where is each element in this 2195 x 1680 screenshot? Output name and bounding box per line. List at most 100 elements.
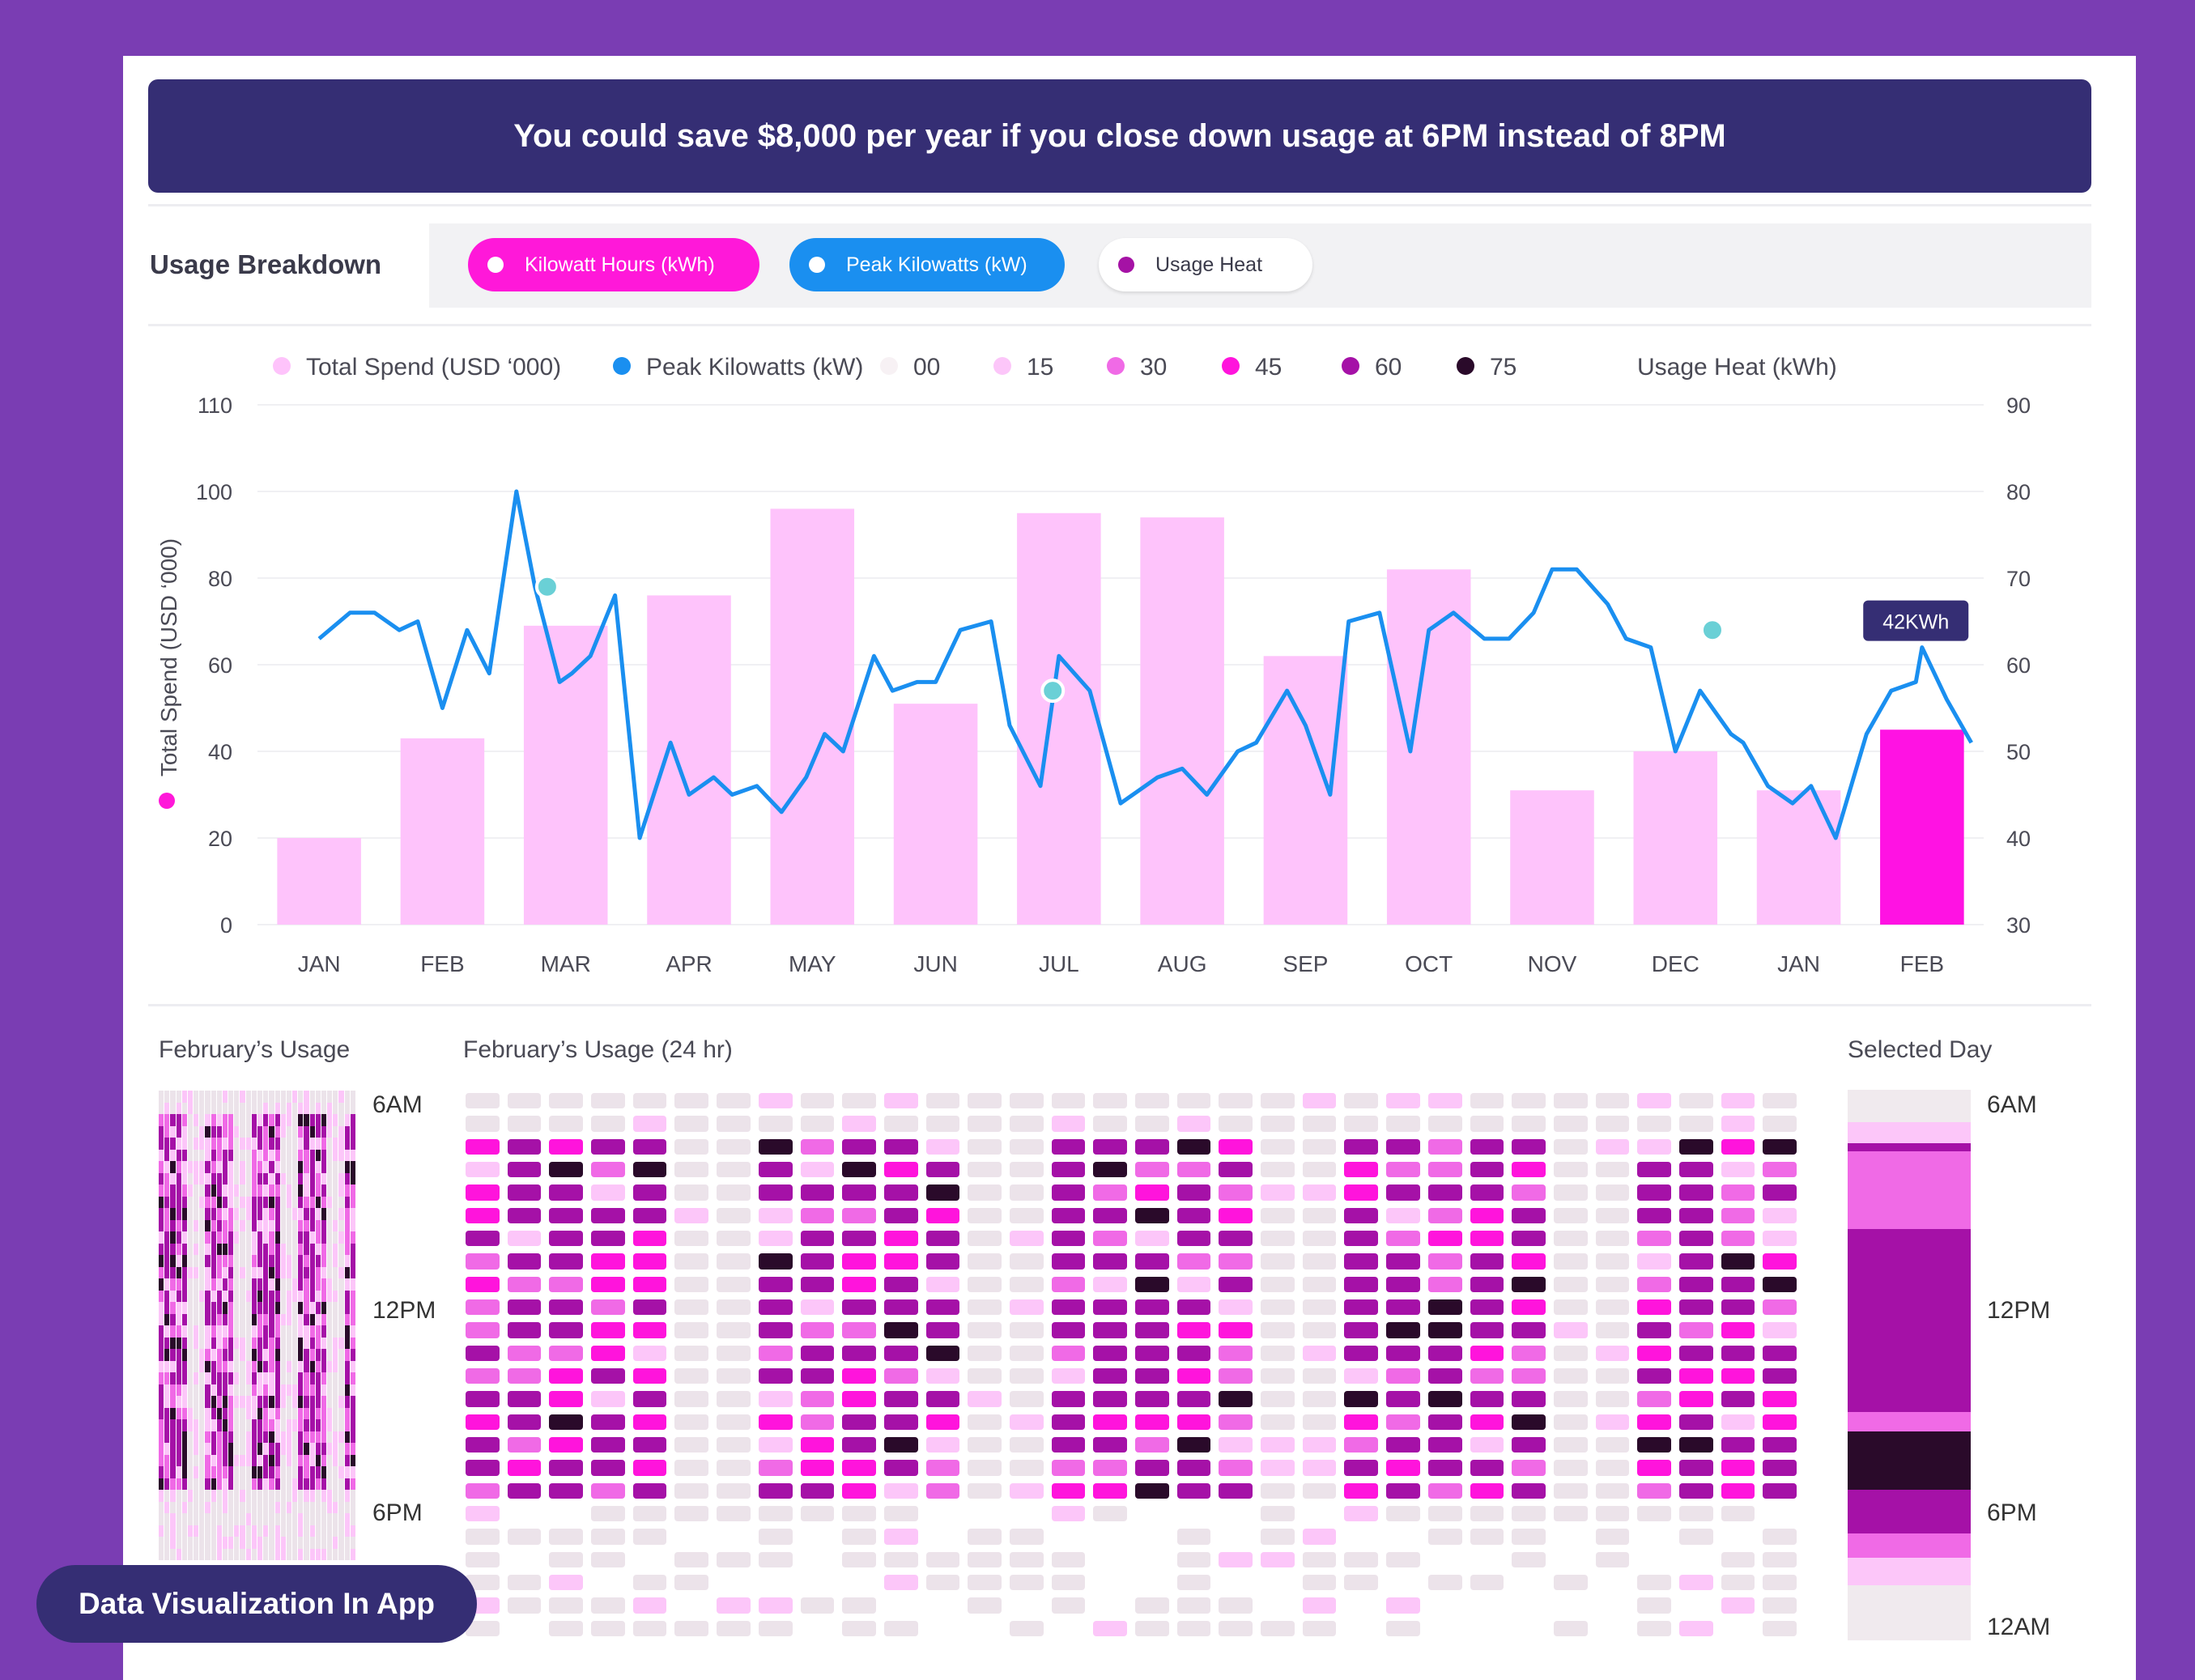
heat-cell[interactable]	[1051, 1231, 1086, 1247]
heat-cell[interactable]	[549, 1138, 584, 1155]
heat-cell[interactable]	[758, 1620, 793, 1636]
heat-cell[interactable]	[1051, 1276, 1086, 1292]
heat-cell[interactable]	[1344, 1437, 1379, 1453]
heat-cell[interactable]	[1427, 1506, 1462, 1522]
heat-cell[interactable]	[1637, 1391, 1671, 1407]
heat-cell[interactable]	[1512, 1322, 1546, 1338]
heat-cell[interactable]	[591, 1093, 625, 1109]
heat-cell[interactable]	[1637, 1460, 1671, 1476]
heat-cell[interactable]	[842, 1116, 876, 1132]
heat-cell[interactable]	[1135, 1322, 1169, 1338]
heat-cell[interactable]	[1176, 1620, 1211, 1636]
heat-cell[interactable]	[1261, 1529, 1295, 1545]
heat-cell[interactable]	[1512, 1185, 1546, 1201]
heat-cell[interactable]	[591, 1253, 625, 1270]
heat-cell[interactable]	[1637, 1185, 1671, 1201]
heat-cell[interactable]	[674, 1093, 709, 1109]
heat-cell[interactable]	[1051, 1162, 1086, 1178]
heat-cell[interactable]	[968, 1322, 1002, 1338]
heat-cell[interactable]	[1093, 1506, 1127, 1522]
heat-cell[interactable]	[1595, 1116, 1630, 1132]
heat-cell[interactable]	[1009, 1620, 1044, 1636]
heat-cell[interactable]	[632, 1620, 667, 1636]
heat-cell[interactable]	[1595, 1322, 1630, 1338]
heat-cell[interactable]	[1470, 1231, 1504, 1247]
heat-cell[interactable]	[1678, 1345, 1713, 1361]
heat-cell[interactable]	[1427, 1345, 1462, 1361]
heat-cell[interactable]	[1219, 1391, 1253, 1407]
heat-cell[interactable]	[591, 1276, 625, 1292]
heat-cell[interactable]	[1512, 1116, 1546, 1132]
heat-cell[interactable]	[1135, 1185, 1169, 1201]
heat-cell[interactable]	[842, 1299, 876, 1316]
heat-cell[interactable]	[1763, 1620, 1797, 1636]
heat-cell[interactable]	[925, 1162, 960, 1178]
heat-cell[interactable]	[632, 1391, 667, 1407]
heat-cell[interactable]	[1302, 1322, 1337, 1338]
heat-cell[interactable]	[1512, 1345, 1546, 1361]
heat-cell[interactable]	[1176, 1162, 1211, 1178]
heat-cell[interactable]	[1512, 1551, 1546, 1567]
heat-cell[interactable]	[925, 1575, 960, 1591]
heat-cell[interactable]	[1219, 1299, 1253, 1316]
heat-cell[interactable]	[1302, 1529, 1337, 1545]
heat-cell[interactable]	[1595, 1276, 1630, 1292]
heat-cell[interactable]	[591, 1437, 625, 1453]
heat-cell[interactable]	[1219, 1368, 1253, 1384]
heat-cell[interactable]	[1302, 1391, 1337, 1407]
heat-cell[interactable]	[1176, 1345, 1211, 1361]
heat-cell[interactable]	[507, 1345, 542, 1361]
heat-cell[interactable]	[1093, 1620, 1127, 1636]
heat-cell[interactable]	[1386, 1551, 1420, 1567]
heat-cell[interactable]	[1763, 1414, 1797, 1430]
heat-cell[interactable]	[1637, 1506, 1671, 1522]
heat-cell[interactable]	[968, 1482, 1002, 1499]
heat-cell[interactable]	[925, 1437, 960, 1453]
heat-cell[interactable]	[1427, 1276, 1462, 1292]
heat-cell[interactable]	[1553, 1185, 1588, 1201]
heat-cell[interactable]	[1721, 1345, 1755, 1361]
heat-cell[interactable]	[1135, 1437, 1169, 1453]
heat-cell[interactable]	[842, 1253, 876, 1270]
heat-cell[interactable]	[466, 1414, 500, 1430]
heat-cell[interactable]	[507, 1391, 542, 1407]
heat-cell[interactable]	[507, 1437, 542, 1453]
heat-cell[interactable]	[1553, 1575, 1588, 1591]
heat-cell[interactable]	[1721, 1551, 1755, 1567]
heat-cell[interactable]	[717, 1597, 751, 1614]
heat-cell[interactable]	[717, 1551, 751, 1567]
heat-cell[interactable]	[1344, 1185, 1379, 1201]
heat-cell[interactable]	[1261, 1253, 1295, 1270]
heat-cell[interactable]	[1470, 1138, 1504, 1155]
heat-cell[interactable]	[758, 1368, 793, 1384]
heat-cell[interactable]	[507, 1597, 542, 1614]
heat-cell[interactable]	[758, 1345, 793, 1361]
heat-cell[interactable]	[632, 1322, 667, 1338]
heat-cell[interactable]	[717, 1276, 751, 1292]
heat-cell[interactable]	[1678, 1185, 1713, 1201]
heat-cell[interactable]	[549, 1597, 584, 1614]
heat-cell[interactable]	[1344, 1391, 1379, 1407]
heat-cell[interactable]	[507, 1482, 542, 1499]
heat-cell[interactable]	[466, 1620, 500, 1636]
heat-cell[interactable]	[632, 1482, 667, 1499]
heat-cell[interactable]	[1470, 1506, 1504, 1522]
heat-cell[interactable]	[925, 1322, 960, 1338]
heat-cell[interactable]	[1009, 1253, 1044, 1270]
heat-cell[interactable]	[507, 1529, 542, 1545]
heat-cell[interactable]	[1512, 1482, 1546, 1499]
heat-cell[interactable]	[1553, 1276, 1588, 1292]
heat-cell[interactable]	[674, 1391, 709, 1407]
heat-cell[interactable]	[800, 1597, 835, 1614]
heat-cell[interactable]	[1470, 1299, 1504, 1316]
heat-cell[interactable]	[1512, 1138, 1546, 1155]
heat-cell[interactable]	[1678, 1529, 1713, 1545]
heat-cell[interactable]	[1176, 1299, 1211, 1316]
heat-cell[interactable]	[674, 1299, 709, 1316]
heat-cell[interactable]	[1763, 1138, 1797, 1155]
heat-cell[interactable]	[1051, 1391, 1086, 1407]
heat-cell[interactable]	[1678, 1093, 1713, 1109]
heat-cell[interactable]	[674, 1414, 709, 1430]
heat-cell[interactable]	[674, 1207, 709, 1223]
heat-cell[interactable]	[1135, 1276, 1169, 1292]
